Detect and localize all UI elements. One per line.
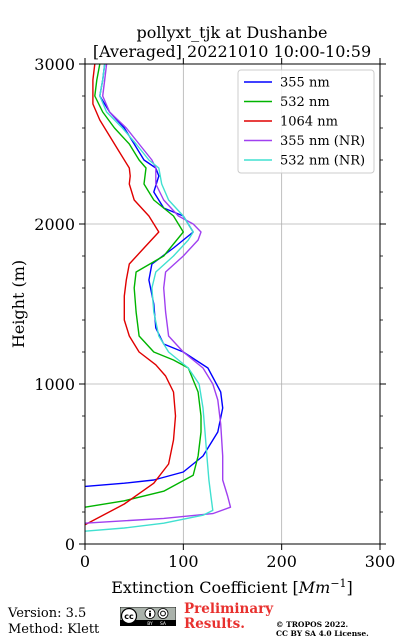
- copyright-line2: CC BY SA 4.0 License.: [276, 629, 369, 638]
- cc-by-sa-badge: cc BY SA: [120, 607, 176, 626]
- copyright-notice: © TROPOS 2022. CC BY SA 4.0 License.: [276, 620, 369, 638]
- preliminary-notice: Preliminary Results.: [184, 602, 273, 632]
- legend-label-2: 1064 nm: [280, 115, 338, 130]
- preliminary-line2: Results.: [184, 616, 245, 632]
- series-line-3: [84, 63, 232, 524]
- version-info: Version: 3.5 Method: Klett: [8, 606, 99, 638]
- chart-subtitle: [Averaged] 20221010 10:00-10:59: [93, 42, 371, 61]
- y-axis-label: Height (m): [9, 260, 28, 348]
- x-axis-label: Extinction Coefficient [Mm−1]: [111, 577, 353, 597]
- legend-label-4: 532 nm (NR): [280, 154, 365, 169]
- chart-title: pollyxt_tjk at Dushanbe: [136, 23, 327, 42]
- x-tick-label: 200: [266, 552, 297, 571]
- legend-label-0: 355 nm: [280, 76, 330, 91]
- series-line-1: [84, 63, 202, 508]
- cc-icon: [120, 607, 138, 625]
- x-tick-label: 0: [80, 552, 90, 571]
- series-line-2: [84, 63, 177, 526]
- svg-text:BY: BY: [147, 621, 153, 626]
- y-tick-label: 2000: [34, 215, 75, 234]
- series-line-4: [84, 63, 214, 532]
- x-tick-label: 100: [168, 552, 199, 571]
- preliminary-line1: Preliminary: [184, 601, 274, 617]
- legend: 355 nm 532 nm 1064 nm 355 nm (NR) 532 nm (NR…: [237, 69, 375, 174]
- method-text: Method: Klett: [8, 622, 100, 637]
- svg-text:SA: SA: [160, 621, 167, 626]
- y-tick-label: 3000: [34, 55, 75, 74]
- y-tick-label: 0: [65, 535, 75, 554]
- series-line-0: [84, 63, 224, 488]
- chart: pollyxt_tjk at Dushanbe [Averaged] 20221…: [9, 23, 395, 597]
- sa-icon: [157, 608, 169, 619]
- x-tick-label: 300: [365, 552, 396, 571]
- legend-label-1: 532 nm: [280, 95, 330, 110]
- legend-frame: [237, 69, 375, 174]
- copyright-line1: © TROPOS 2022.: [276, 620, 349, 629]
- series-group: [84, 63, 232, 532]
- y-tick-label: 1000: [34, 375, 75, 394]
- version-text: Version: 3.5: [8, 606, 87, 621]
- svg-text:cc: cc: [124, 612, 134, 621]
- plot-frame: [84, 63, 381, 545]
- legend-label-3: 355 nm (NR): [280, 134, 365, 149]
